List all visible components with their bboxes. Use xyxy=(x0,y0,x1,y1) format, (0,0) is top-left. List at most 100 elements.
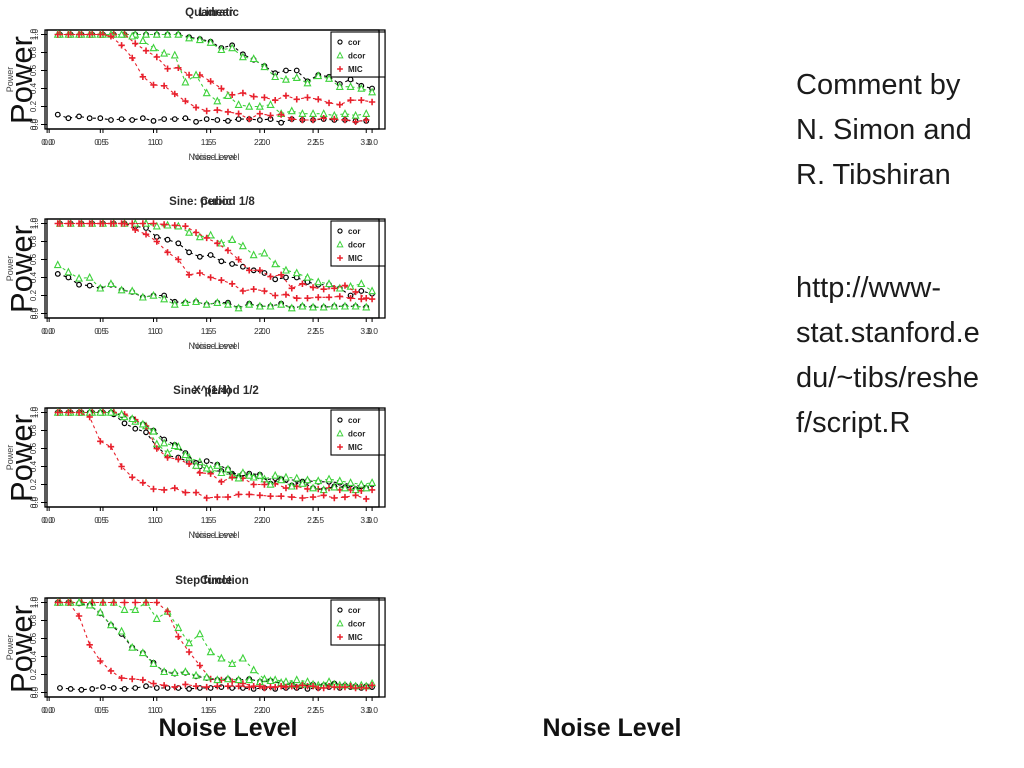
y-tick-label: 1.0 xyxy=(29,28,38,40)
url-text: http://www- stat.stanford.e du/~tibs/res… xyxy=(796,272,980,439)
marker-circle xyxy=(225,117,231,124)
marker-plus xyxy=(139,676,147,684)
marker-plus xyxy=(352,118,359,125)
x-axis-label: Noise Level xyxy=(192,530,239,540)
marker-triangle xyxy=(64,267,73,276)
marker-circle xyxy=(132,685,139,691)
marker-triangle xyxy=(170,668,179,676)
marker-triangle xyxy=(287,481,296,490)
marker-plus xyxy=(139,73,147,80)
marker-circle xyxy=(293,67,300,74)
marker-plus xyxy=(218,277,225,284)
marker-circle xyxy=(337,228,343,234)
marker-triangle xyxy=(85,272,94,281)
marker-triangle xyxy=(362,483,371,492)
x-tick-label: 1.0 xyxy=(148,326,160,336)
marker-circle xyxy=(337,607,343,613)
marker-circle xyxy=(278,119,285,126)
series-markers-MIC xyxy=(54,409,370,503)
marker-triangle xyxy=(138,648,147,657)
marker-plus xyxy=(175,633,182,640)
marker-circle xyxy=(218,258,225,265)
marker-circle xyxy=(86,282,93,289)
marker-circle xyxy=(129,117,136,123)
marker-triangle xyxy=(149,43,158,52)
marker-triangle xyxy=(357,83,366,92)
marker-triangle xyxy=(117,409,126,418)
y-tick-label: 0.4 xyxy=(29,460,38,472)
marker-plus xyxy=(277,683,285,690)
marker-triangle xyxy=(287,303,296,312)
marker-plus xyxy=(363,495,370,503)
x-tick-label: 0.0 xyxy=(41,326,53,336)
marker-circle xyxy=(89,685,96,692)
marker-plus xyxy=(368,486,376,494)
marker-triangle xyxy=(368,286,377,295)
marker-plus xyxy=(228,474,236,481)
plot-cell: Quadratic 0.0 0.5 1.0 1.5 2.0 2.5 3.0 0.0 0.2 0.4 0… xyxy=(0,0,390,192)
marker-triangle xyxy=(170,299,179,308)
marker-triangle xyxy=(213,298,222,306)
marker-plus xyxy=(171,222,178,229)
marker-triangle xyxy=(223,674,232,683)
marker-plus xyxy=(207,274,214,281)
marker-plus xyxy=(121,599,128,606)
marker-plus xyxy=(261,684,268,692)
x-tick-label: 0.0 xyxy=(43,515,55,525)
y-axis-label: Power xyxy=(5,256,15,282)
marker-plus xyxy=(118,674,125,682)
y-tick-label: 0.8 xyxy=(29,424,38,436)
marker-triangle xyxy=(152,614,161,622)
x-tick-label: 0.5 xyxy=(97,515,109,525)
marker-triangle xyxy=(149,290,158,299)
plot-frame xyxy=(44,29,380,130)
x-axis-label: Noise Level xyxy=(188,530,235,540)
comment-block: Comment by N. Simon and R. Tibshiran htt… xyxy=(796,18,1024,491)
x-tick-label: 2.0 xyxy=(259,515,271,525)
marker-triangle xyxy=(128,31,137,40)
x-tick-label: 0.0 xyxy=(43,326,55,336)
marker-triangle xyxy=(314,476,323,485)
marker-triangle xyxy=(117,626,126,635)
x-tick-label: 2.0 xyxy=(254,137,266,147)
marker-plus xyxy=(293,96,300,103)
plot-title: Cubic xyxy=(200,196,233,208)
marker-triangle xyxy=(238,653,247,662)
marker-plus xyxy=(309,683,317,690)
plot-title: Step function xyxy=(175,575,248,587)
marker-triangle xyxy=(192,70,201,79)
marker-triangle xyxy=(181,667,190,676)
y-tick-label: 0.4 xyxy=(29,650,38,662)
x-tick-label: 2.0 xyxy=(254,326,266,336)
x-tick-label: 0.0 xyxy=(41,705,53,715)
marker-triangle xyxy=(174,623,183,631)
marker-triangle xyxy=(131,605,140,613)
x-tick-label: 0.0 xyxy=(43,705,55,715)
marker-triangle xyxy=(192,460,201,469)
marker-triangle xyxy=(238,241,247,250)
marker-triangle xyxy=(368,87,377,96)
marker-triangle xyxy=(330,482,339,491)
marker-triangle xyxy=(362,109,371,117)
series-markers-MIC xyxy=(54,220,370,302)
y-tick-label: 1.0 xyxy=(31,217,40,229)
marker-plus xyxy=(337,634,343,640)
marker-circle xyxy=(150,117,157,124)
marker-triangle xyxy=(234,100,243,108)
y-tick-label: 1.0 xyxy=(29,217,38,229)
marker-plus xyxy=(65,220,72,227)
y-tick-label: 0.0 xyxy=(31,496,40,508)
y-tick-label: 0.2 xyxy=(29,668,38,680)
marker-triangle xyxy=(192,297,201,306)
marker-plus xyxy=(150,680,157,687)
marker-triangle xyxy=(351,301,360,310)
marker-triangle xyxy=(217,653,226,662)
marker-plus xyxy=(75,31,83,38)
marker-triangle xyxy=(309,483,318,492)
marker-triangle xyxy=(340,109,349,117)
series-line-dcor xyxy=(57,33,367,117)
marker-plus xyxy=(203,494,210,502)
marker-plus xyxy=(337,255,343,261)
marker-plus xyxy=(97,657,104,665)
x-tick-label: 0.5 xyxy=(94,515,106,525)
